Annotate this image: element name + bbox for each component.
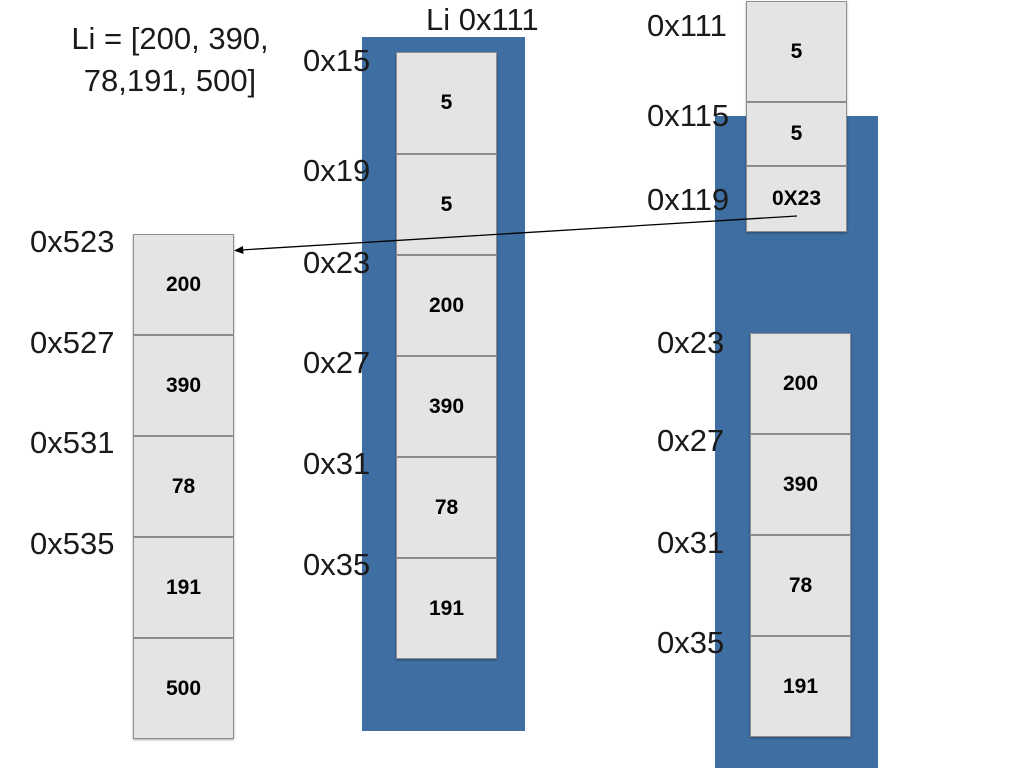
heap-cell: 78 (133, 436, 234, 537)
heap-address: 0x523 (30, 224, 115, 259)
memory-address: 0x115 (647, 98, 730, 133)
memory-address: 0x119 (647, 182, 730, 217)
list-definition: Li = [200, 390, 78,191, 500] (50, 18, 290, 102)
pointer-cell: 0X23 (746, 166, 847, 232)
li-label: Li 0x111 (426, 2, 539, 37)
memory-cell: 5 (396, 52, 497, 154)
memory-cell: 390 (750, 434, 851, 535)
memory-address: 0x27 (657, 423, 725, 458)
heap-cell: 390 (133, 335, 234, 436)
memory-cell: 191 (396, 558, 497, 659)
memory-cell: 200 (396, 255, 497, 356)
memory-cell: 5 (746, 102, 847, 166)
memory-address: 0x111 (647, 8, 727, 43)
memory-address: 0x35 (303, 547, 371, 582)
memory-address: 0x35 (657, 625, 725, 660)
heap-cell: 191 (133, 537, 234, 638)
memory-address: 0x19 (303, 153, 371, 188)
heap-address: 0x535 (30, 526, 115, 561)
heap-cell: 200 (133, 234, 234, 335)
heap-address: 0x527 (30, 325, 115, 360)
memory-address: 0x15 (303, 43, 371, 78)
memory-cell: 191 (750, 636, 851, 737)
list-definition-line-1: Li = [200, 390, (71, 21, 269, 56)
memory-address: 0x31 (303, 446, 371, 481)
list-definition-line-2: 78,191, 500] (83, 62, 257, 98)
memory-cell: 5 (396, 154, 497, 255)
memory-address: 0x27 (303, 345, 371, 380)
memory-address: 0x23 (303, 245, 371, 280)
memory-address: 0x23 (657, 325, 725, 360)
heap-cell: 500 (133, 638, 234, 739)
memory-cell: 78 (750, 535, 851, 636)
memory-cell: 78 (396, 457, 497, 558)
memory-cell: 200 (750, 333, 851, 434)
heap-address: 0x531 (30, 425, 115, 460)
pointer-arrow-head (234, 246, 244, 254)
memory-cell: 5 (746, 1, 847, 102)
memory-cell: 390 (396, 356, 497, 457)
memory-address: 0x31 (657, 525, 725, 560)
